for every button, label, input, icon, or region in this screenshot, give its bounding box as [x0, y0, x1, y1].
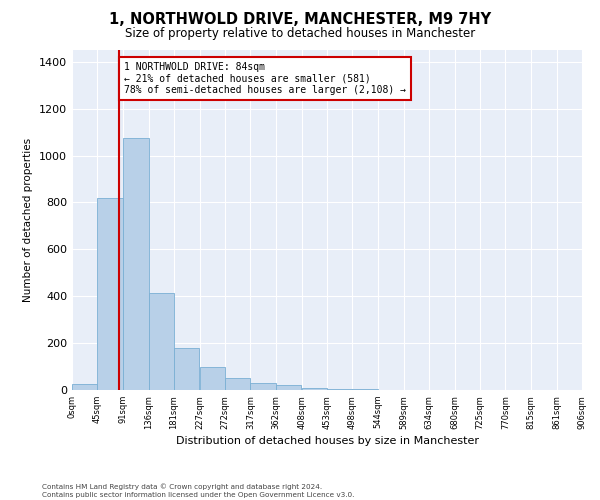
Bar	[174, 348, 199, 390]
Y-axis label: Number of detached properties: Number of detached properties	[23, 138, 34, 302]
Bar	[149, 292, 174, 390]
Bar	[276, 386, 301, 390]
Bar	[97, 198, 122, 390]
Bar	[200, 366, 225, 390]
Bar	[302, 388, 327, 390]
Bar	[72, 384, 97, 390]
X-axis label: Distribution of detached houses by size in Manchester: Distribution of detached houses by size …	[176, 436, 479, 446]
Text: 1, NORTHWOLD DRIVE, MANCHESTER, M9 7HY: 1, NORTHWOLD DRIVE, MANCHESTER, M9 7HY	[109, 12, 491, 28]
Bar	[225, 378, 250, 390]
Text: 1 NORTHWOLD DRIVE: 84sqm
← 21% of detached houses are smaller (581)
78% of semi-: 1 NORTHWOLD DRIVE: 84sqm ← 21% of detach…	[124, 62, 406, 95]
Text: Size of property relative to detached houses in Manchester: Size of property relative to detached ho…	[125, 28, 475, 40]
Bar	[123, 138, 149, 390]
Bar	[327, 389, 352, 390]
Text: Contains HM Land Registry data © Crown copyright and database right 2024.
Contai: Contains HM Land Registry data © Crown c…	[42, 484, 355, 498]
Bar	[250, 383, 276, 390]
